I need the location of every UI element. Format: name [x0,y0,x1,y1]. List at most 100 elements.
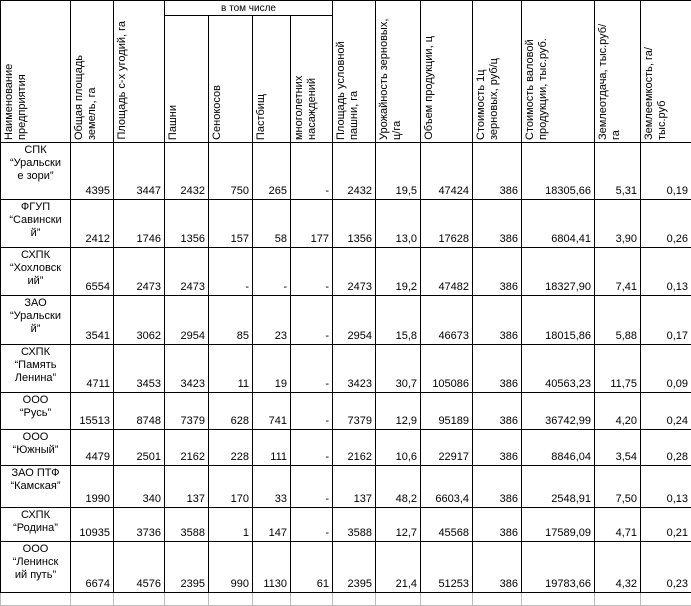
name-line: ЗАО [1,297,70,310]
name-line: “Уральски [1,310,70,323]
empty-cell [473,593,522,606]
name-line: “Память [1,359,70,372]
empty-cell [1,593,71,606]
cell-value: 5,31 [595,143,641,200]
cell-value: 1746 [114,200,165,248]
column-header-text: Землеотдача, тыс.руб/га [597,16,623,142]
cell-value: 2432 [165,143,209,200]
cell-value: 628 [209,393,253,430]
cell-value: 2473 [165,248,209,296]
cell-value: 3423 [165,345,209,393]
name-line: ий” [1,275,70,288]
cell-value: 386 [473,430,522,466]
cell-value: - [209,248,253,296]
cell-value: 750 [209,143,253,200]
column-header-text: Стоимость 1ц зерновых, руб/ц [475,16,501,142]
empty-cell [209,593,253,606]
name-line: ФГУП [1,201,70,214]
cell-value: 137 [165,466,209,508]
name-line: й” [1,323,70,336]
cell-value: 2395 [333,542,376,593]
cell-value: 61 [291,542,333,593]
column-header: Урожайность зерновых, ц/га [376,1,421,143]
cell-value: 5,88 [595,296,641,345]
cell-value: 12,9 [376,393,421,430]
cell-value: 7,41 [595,248,641,296]
cell-value: 2412 [71,200,114,248]
cell-value: - [291,508,333,542]
column-header: Землеемкость, га/тыс.руб [641,1,691,143]
name-line: ООО [1,431,70,444]
cell-value: 1130 [253,542,291,593]
cell-value: 386 [473,345,522,393]
name-line: ЗАО ПТФ [1,467,70,480]
cell-value: 15,8 [376,296,421,345]
cell-value: 1990 [71,466,114,508]
cell-value: 2548,91 [522,466,595,508]
cell-value: 11,75 [595,345,641,393]
empty-cell [595,593,641,606]
empty-cell [114,593,165,606]
cell-value: 47482 [421,248,473,296]
cell-value: 12,7 [376,508,421,542]
cell-value: 3,54 [595,430,641,466]
column-header: Общая площадь земель, га [71,1,114,143]
cell-value: 2473 [333,248,376,296]
column-header: Объем продукции, ц [421,1,473,143]
cell-value: 2954 [333,296,376,345]
cell-value: 22917 [421,430,473,466]
empty-cell [253,593,291,606]
empty-cell [376,593,421,606]
cell-value: 7379 [165,393,209,430]
cell-value: 2501 [114,430,165,466]
column-header: Пашни [165,16,209,143]
column-header: Площадь с-х угодий, га [114,1,165,143]
cell-value: 33 [253,466,291,508]
cell-value: 4,71 [595,508,641,542]
empty-cell [291,593,333,606]
enterprise-name: ООО“Русь” [1,393,71,430]
cell-value: 40563,23 [522,345,595,393]
cell-value: 19783,66 [522,542,595,593]
column-header-text: Урожайность зерновых, ц/га [378,16,404,142]
name-line: “Южный” [1,444,70,457]
cell-value: 19,5 [376,143,421,200]
column-header-text: Площадь условной пашни, га [335,16,361,142]
cell-value: 4,20 [595,393,641,430]
cell-value: 386 [473,466,522,508]
empty-cell [641,593,691,606]
cell-value: 3736 [114,508,165,542]
name-line: “Савински [1,214,70,227]
cell-value: 386 [473,542,522,593]
cell-value: 7379 [333,393,376,430]
empty-cell [165,593,209,606]
column-header-text: Землеемкость, га/тыс.руб [643,16,669,142]
cell-value: 15513 [71,393,114,430]
cell-value: 19 [253,345,291,393]
cell-value: 386 [473,143,522,200]
column-header-text: Общая площадь земель, га [73,16,99,142]
cell-value: 177 [291,200,333,248]
cell-value: 2473 [114,248,165,296]
cell-value: 386 [473,508,522,542]
name-line: “Родина” [1,522,70,535]
cell-value: 3588 [333,508,376,542]
column-header-text: многолетних насаждений [293,16,319,142]
cell-value: 0,21 [641,508,691,542]
cell-value: 51253 [421,542,473,593]
cell-value: - [291,466,333,508]
column-header: Площадь условной пашни, га [333,1,376,143]
cell-value: 2432 [333,143,376,200]
cell-value: 6603,4 [421,466,473,508]
column-header-text: Наименование предприятия [3,16,29,142]
cell-value: 18327,90 [522,248,595,296]
